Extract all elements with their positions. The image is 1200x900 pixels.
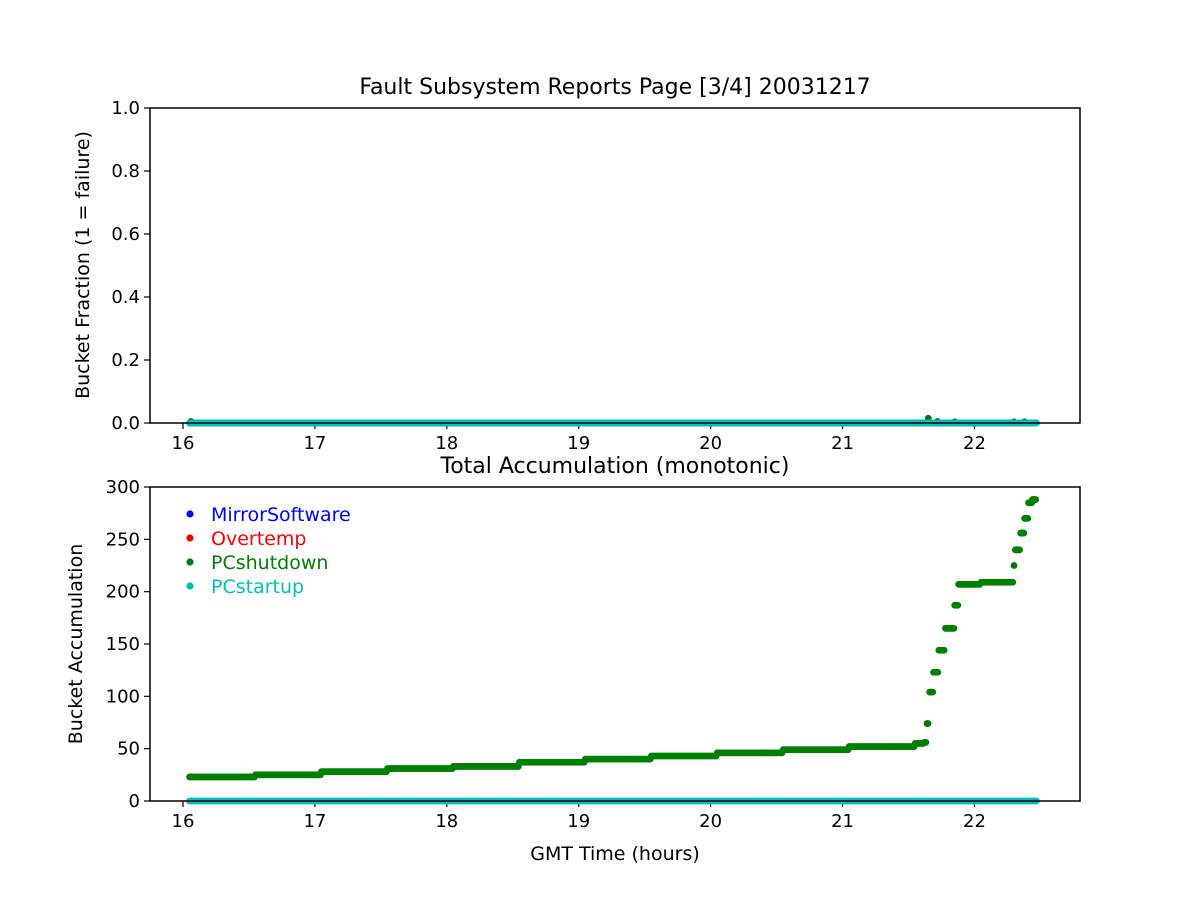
bottom-y-tick-label: 200 (106, 582, 140, 603)
top-y-tick-label: 0.8 (111, 161, 140, 182)
top-x-tick-label: 16 (172, 433, 195, 454)
legend: MirrorSoftwareOvertempPCshutdownPCstartu… (186, 504, 351, 598)
legend-label-pcshutdown: PCshutdown (211, 552, 328, 574)
top-x-tick-label: 19 (567, 433, 590, 454)
top-axes-frame (149, 107, 1081, 424)
bottom-x-axis-label: GMT Time (hours) (530, 843, 700, 865)
top-y-tick-label: 0.0 (111, 413, 140, 434)
bottom-y-tick-label: 300 (106, 477, 140, 498)
bottom-x-tick-label: 16 (172, 811, 195, 832)
bottom-axes-frame (149, 486, 1081, 802)
top-y-axis-label: Bucket Fraction (1 = failure) (72, 131, 94, 399)
top-x-tick-label: 17 (303, 433, 326, 454)
bottom-y-tick-label: 0 (129, 791, 140, 812)
bottom-y-tick-label: 150 (106, 634, 140, 655)
top-x-tick-label: 21 (831, 433, 854, 454)
bottom-plot-area (186, 496, 1040, 805)
bottom-chart-title: Total Accumulation (monotonic) (440, 454, 790, 479)
bottom-y-tick-label: 50 (117, 739, 140, 760)
legend-label-mirrorsoftware: MirrorSoftware (211, 504, 351, 526)
bottom-pcshutdown-point (1016, 546, 1023, 554)
legend-marker-mirrorsoftware (186, 510, 194, 518)
bottom-x-tick-label: 18 (435, 811, 458, 832)
top-axis-ticks: 16 17 18 19 20 21 22 0.0 0.2 0.4 0.6 0.8 1.0 (111, 98, 986, 454)
bottom-pcshutdown-point (1032, 496, 1040, 503)
legend-label-pcstartup: PCstartup (211, 576, 304, 598)
bottom-pcshutdown-point (950, 624, 958, 632)
bottom-y-tick-label: 250 (106, 529, 140, 550)
bottom-x-tick-label: 20 (699, 811, 722, 832)
top-y-tick-label: 1.0 (111, 98, 140, 119)
legend-label-overtemp: Overtemp (211, 528, 306, 550)
top-subplot: Fault Subsystem Reports Page [3/4] 20031… (72, 75, 1081, 454)
legend-marker-pcshutdown (186, 558, 194, 566)
bottom-pcshutdown-point (954, 601, 962, 609)
bottom-pcshutdown-point (1024, 515, 1032, 522)
bottom-x-tick-label: 21 (831, 811, 854, 832)
bottom-pcshutdown-point (934, 668, 942, 676)
bottom-pcshutdown-point (1009, 578, 1017, 586)
bottom-pcshutdown-point (1020, 529, 1028, 537)
bottom-x-tick-label: 22 (963, 811, 986, 832)
top-x-tick-label: 20 (699, 433, 722, 454)
bottom-pcshutdown-point (1010, 562, 1018, 569)
top-x-tick-label: 18 (435, 433, 458, 454)
bottom-pcshutdown-point (940, 646, 948, 654)
bottom-y-tick-label: 100 (106, 686, 140, 707)
top-y-tick-label: 0.2 (111, 350, 140, 371)
bottom-subplot: Total Accumulation (monotonic) Bucket Ac… (65, 454, 1081, 865)
bottom-pcshutdown-point (922, 738, 930, 746)
top-plot-area (186, 414, 1040, 427)
bottom-pcshutdown-point (929, 688, 937, 696)
bottom-pcshutdown-point (924, 720, 932, 727)
top-y-tick-label: 0.6 (111, 224, 140, 245)
top-chart-title: Fault Subsystem Reports Page [3/4] 20031… (359, 75, 870, 100)
legend-marker-overtemp (186, 534, 194, 542)
legend-marker-pcstartup (186, 582, 194, 590)
bottom-y-axis-label: Bucket Accumulation (65, 544, 87, 745)
top-x-tick-label: 22 (963, 433, 986, 454)
bottom-x-tick-label: 19 (567, 811, 590, 832)
top-y-tick-label: 0.4 (111, 287, 140, 308)
bottom-x-tick-label: 17 (303, 811, 326, 832)
